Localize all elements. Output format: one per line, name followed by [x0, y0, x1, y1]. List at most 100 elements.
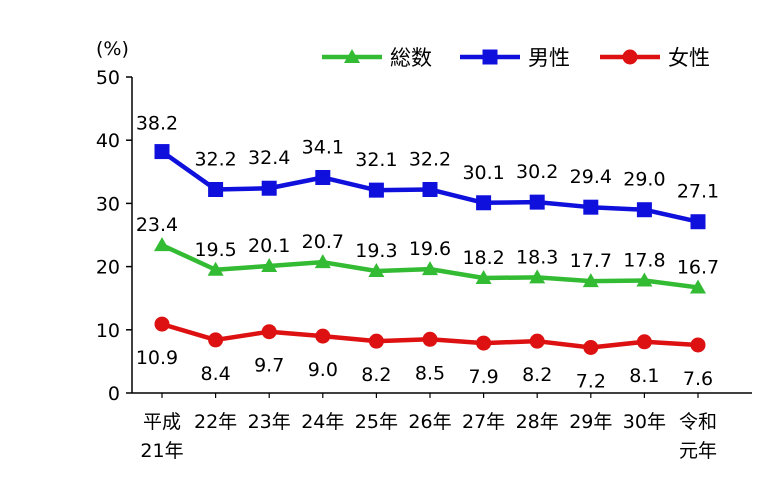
data-point — [690, 337, 706, 353]
data-point — [583, 339, 599, 355]
x-tick-label: 平成 — [143, 411, 181, 433]
y-tick-label: 10 — [96, 320, 120, 342]
data-point — [529, 194, 545, 210]
data-point — [583, 199, 599, 215]
data-label: 18.3 — [516, 246, 558, 268]
data-label: 8.1 — [629, 365, 659, 387]
x-tick-label: 21年 — [140, 440, 183, 462]
legend-item: 女性 — [600, 46, 710, 70]
data-point — [261, 180, 277, 196]
data-label: 27.1 — [677, 181, 719, 203]
x-tick-label: 22年 — [194, 411, 237, 433]
x-tick-label: 28年 — [516, 411, 559, 433]
x-tick-label: 29年 — [569, 411, 612, 433]
data-point — [476, 335, 492, 351]
x-tick-label: 30年 — [623, 411, 666, 433]
data-label: 30.2 — [516, 161, 558, 183]
data-label: 8.2 — [361, 364, 391, 386]
series-square — [154, 144, 706, 230]
data-point — [314, 254, 331, 269]
x-tick-label: 26年 — [408, 411, 451, 433]
data-point — [422, 261, 438, 276]
legend-marker — [622, 49, 638, 65]
series-circle — [154, 316, 706, 355]
x-tick-label: 25年 — [355, 411, 398, 433]
data-point — [207, 261, 224, 276]
data-point — [368, 263, 385, 278]
data-point — [261, 324, 277, 340]
data-point — [476, 195, 492, 211]
data-point — [422, 181, 438, 197]
data-point — [208, 332, 224, 348]
data-label: 7.9 — [468, 366, 498, 388]
data-label: 7.6 — [683, 368, 713, 390]
data-label: 8.5 — [415, 362, 445, 384]
data-point — [475, 269, 492, 284]
data-label: 20.7 — [302, 231, 344, 253]
data-label: 32.1 — [355, 149, 397, 171]
data-point — [154, 316, 170, 332]
data-label: 9.0 — [308, 359, 338, 381]
data-point — [636, 272, 653, 287]
data-label: 17.8 — [623, 250, 665, 272]
data-point — [368, 182, 384, 198]
x-tick-label: 27年 — [462, 411, 505, 433]
data-point — [636, 202, 652, 218]
data-label: 32.2 — [409, 148, 451, 170]
legend-marker — [344, 49, 360, 63]
data-label: 19.6 — [409, 238, 451, 260]
data-label: 19.3 — [355, 240, 397, 262]
data-point — [529, 269, 546, 284]
y-tick-label: 50 — [96, 67, 120, 89]
data-label: 10.9 — [136, 347, 178, 369]
data-label: 18.2 — [462, 247, 504, 269]
legend-item: 総数 — [322, 46, 432, 70]
legend-label: 男性 — [528, 46, 570, 70]
data-label: 8.4 — [200, 363, 230, 385]
legend-item: 男性 — [460, 46, 570, 70]
data-label: 29.4 — [570, 166, 612, 188]
data-point — [368, 333, 384, 349]
data-point — [690, 214, 706, 230]
data-point — [208, 181, 224, 197]
data-label: 9.7 — [254, 355, 284, 377]
legend-label: 女性 — [668, 46, 710, 70]
y-tick-label: 40 — [96, 130, 120, 152]
data-labels: 23.4 19.5 20.1 20.7 19.3 19.6 18.2 18.3 17.7 17.8… — [136, 113, 719, 393]
data-label: 19.5 — [194, 239, 236, 261]
data-label: 7.2 — [576, 370, 606, 392]
data-point — [422, 331, 438, 347]
x-tick-label: 23年 — [248, 411, 291, 433]
data-point — [529, 333, 545, 349]
data-label: 29.0 — [623, 169, 665, 191]
x-tick-label: 元年 — [679, 440, 717, 462]
data-label: 34.1 — [302, 136, 344, 158]
data-point — [261, 257, 278, 272]
data-label: 38.2 — [136, 113, 178, 135]
data-point — [315, 169, 331, 185]
data-label: 32.2 — [194, 148, 236, 170]
data-label: 20.1 — [248, 235, 290, 257]
data-label: 8.2 — [522, 364, 552, 386]
series-triangle — [154, 237, 706, 294]
y-axis-unit: (%) — [96, 38, 129, 60]
legend-label: 総数 — [390, 46, 432, 70]
y-tick-label: 30 — [96, 193, 120, 215]
series-layer — [154, 144, 706, 355]
y-tick-label: 0 — [108, 383, 120, 405]
data-point — [315, 328, 331, 344]
data-label: 32.4 — [248, 147, 290, 169]
data-label: 30.1 — [462, 162, 504, 184]
data-point — [154, 237, 170, 252]
x-tick-label: 24年 — [301, 411, 344, 433]
x-tick-label: 令和 — [679, 411, 717, 433]
y-tick-label: 20 — [96, 257, 120, 279]
data-point — [690, 279, 706, 294]
data-label: 23.4 — [136, 214, 178, 236]
axes: 0 10 20 30 40 50 (%) 平成 21年 22年 23年 24年 25年 26年 27年 28年… — [96, 38, 752, 462]
data-label: 16.7 — [677, 256, 719, 278]
data-label: 17.7 — [570, 250, 612, 272]
legend: 総数 男性 女性 — [322, 46, 710, 70]
data-point — [636, 334, 652, 350]
